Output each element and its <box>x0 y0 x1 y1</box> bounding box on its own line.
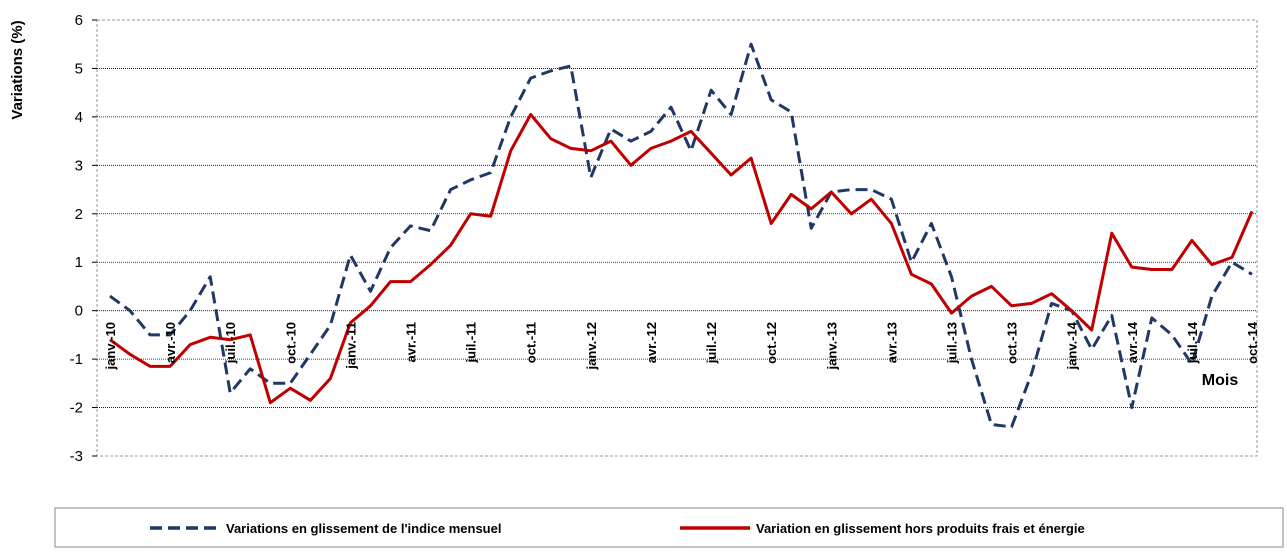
y-tick-label: 2 <box>75 206 83 223</box>
plot-area <box>96 19 1258 457</box>
x-tick-label: avr.-10 <box>163 322 178 363</box>
x-tick-label: janv.-14 <box>1065 321 1080 370</box>
x-tick-label: juil.-13 <box>944 322 959 364</box>
x-tick-label: juil.-14 <box>1185 321 1200 364</box>
y-tick-label: 1 <box>75 254 83 271</box>
series-line <box>109 113 1254 405</box>
y-tick-label: -3 <box>70 448 83 465</box>
y-tick-label: 6 <box>75 12 83 29</box>
x-tick-label: oct.-14 <box>1245 321 1260 364</box>
legend-label: Variation en glissement hors produits fr… <box>756 521 1085 536</box>
x-tick-label: oct.-13 <box>1005 322 1020 364</box>
x-tick-label: janv.-13 <box>824 322 839 370</box>
y-tick-label: 5 <box>75 60 83 77</box>
y-tick-label: -1 <box>70 351 83 368</box>
y-tick-label: 4 <box>75 109 83 126</box>
legend-label: Variations en glissement de l'indice men… <box>226 521 501 536</box>
y-axis-title: Variations (%) <box>9 20 26 119</box>
x-tick-label: juil.-12 <box>704 322 719 364</box>
x-tick-label: janv.-10 <box>103 322 118 370</box>
y-tick-label: 0 <box>75 303 83 320</box>
x-tick-label: janv.-11 <box>343 322 358 370</box>
x-tick-label: janv.-12 <box>584 322 599 370</box>
x-axis-title: Mois <box>1202 372 1239 389</box>
x-tick-label: juil.-11 <box>464 322 479 363</box>
y-tick-label: 3 <box>75 157 83 174</box>
x-tick-label: avr.-14 <box>1125 321 1140 363</box>
x-tick-label: avr.-12 <box>644 322 659 363</box>
series-line <box>109 42 1253 429</box>
x-tick-label: avr.-13 <box>884 322 899 363</box>
x-tick-label: oct.-12 <box>764 322 779 364</box>
legend-box <box>54 507 1284 548</box>
x-tick-label: juil.-10 <box>223 322 238 364</box>
y-tick-label: -2 <box>70 400 83 417</box>
x-tick-label: oct.-10 <box>283 322 298 364</box>
x-tick-label: oct.-11 <box>524 322 539 363</box>
x-tick-label: avr.-11 <box>404 322 419 363</box>
